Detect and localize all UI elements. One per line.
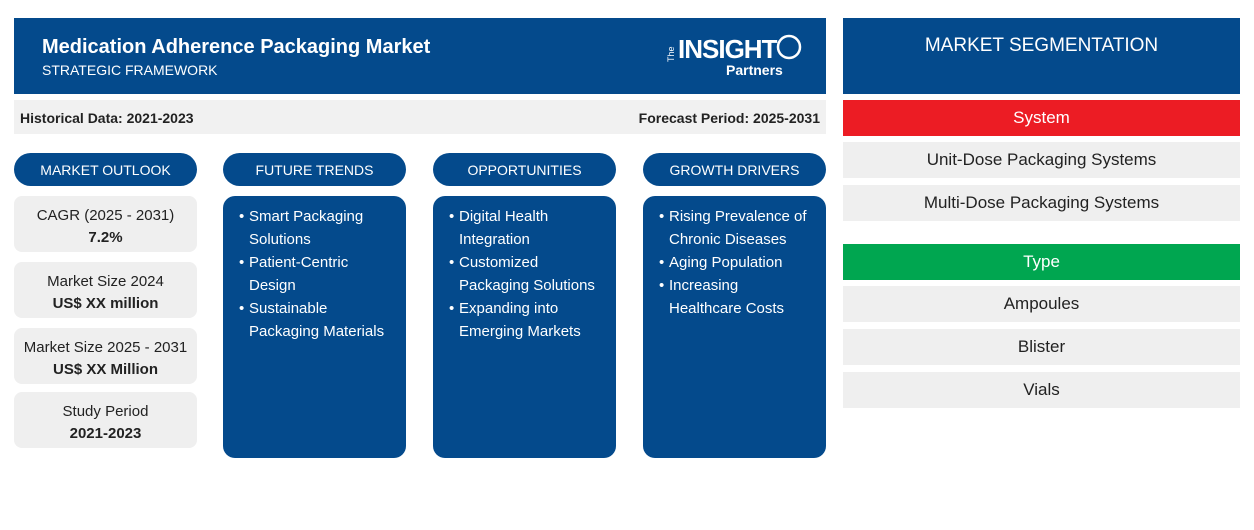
outlook-card: Market Size 2024 US$ XX million (14, 262, 197, 318)
item-line: Emerging Markets (459, 323, 581, 340)
item-line: Packaging Solutions (459, 277, 595, 294)
segment-item: Vials (843, 372, 1240, 408)
logo-prefix: The (666, 46, 676, 62)
outlook-card: Study Period 2021-2023 (14, 392, 197, 448)
card-value: 7.2% (88, 229, 123, 246)
item-line: Sustainable (249, 300, 328, 317)
list-item: Customized Packaging Solutions (449, 251, 608, 297)
segment-group: Type (843, 244, 1240, 280)
outlook-card: CAGR (2025 - 2031) 7.2% (14, 196, 197, 252)
segment-group: System (843, 100, 1240, 136)
item-line: Aging Population (669, 254, 783, 271)
card-label: Market Size 2025 - 2031 (23, 339, 188, 356)
historical: Historical Data: 2021-2023 (20, 110, 194, 126)
logo-brand: INSIGHT (678, 34, 777, 64)
logo-suffix: Partners (726, 62, 783, 78)
list-item: Digital Health Integration (449, 205, 608, 251)
list-item: Rising Prevalence of Chronic Diseases (659, 205, 818, 251)
card-label: Study Period (62, 403, 149, 420)
subtitle: STRATEGIC FRAMEWORK (42, 62, 218, 78)
item-line: Rising Prevalence of (669, 208, 807, 225)
item-line: Digital Health (459, 208, 549, 225)
segment-item: Blister (843, 329, 1240, 365)
list-item: Smart Packaging Solutions (239, 205, 398, 251)
list-item: Expanding into Emerging Markets (449, 297, 608, 343)
item-line: Solutions (249, 231, 311, 248)
segment-item: Unit-Dose Packaging Systems (843, 142, 1240, 178)
card-value: 2021-2023 (69, 425, 142, 442)
title: Medication Adherence Packaging Market (42, 36, 431, 58)
forecast: Forecast Period: 2025-2031 (638, 110, 820, 126)
column-list: Smart Packaging Solutions Patient-Centric D… (223, 196, 406, 458)
period-bar: Historical Data: 2021-2023 Forecast Peri… (14, 100, 826, 134)
column-list: Rising Prevalence of Chronic Diseases Agin… (643, 196, 826, 458)
list-item: Patient-Centric Design (239, 251, 398, 297)
card-value: US$ XX million (52, 295, 159, 312)
column-heading: FUTURE TRENDS (223, 153, 406, 186)
item-line: Smart Packaging (249, 208, 364, 225)
header: Medication Adherence Packaging Market ST… (14, 18, 826, 94)
item-line: Design (249, 277, 296, 294)
item-line: Expanding into (459, 300, 559, 317)
column-list: Digital Health Integration Customized Packa… (433, 196, 616, 458)
list-item: Sustainable Packaging Materials (239, 297, 398, 343)
column-heading: OPPORTUNITIES (433, 153, 616, 186)
item-line: Integration (459, 231, 530, 248)
item-line: Chronic Diseases (669, 231, 787, 248)
card-label: CAGR (2025 - 2031) (36, 207, 175, 224)
card-value: US$ XX Million (52, 361, 158, 378)
list-item: Aging Population (659, 251, 818, 274)
column-heading: GROWTH DRIVERS (643, 153, 826, 186)
item-line: Increasing (669, 277, 739, 294)
item-line: Patient-Centric (249, 254, 349, 271)
segmentation-title: MARKET SEGMENTATION (843, 18, 1240, 94)
item-line: Healthcare Costs (669, 300, 785, 317)
segment-item: Multi-Dose Packaging Systems (843, 185, 1240, 221)
list-item: Increasing Healthcare Costs (659, 274, 818, 320)
outlook-heading: MARKET OUTLOOK (14, 153, 197, 186)
card-label: Market Size 2024 (47, 273, 164, 290)
item-line: Customized (459, 254, 539, 271)
segment-item: Ampoules (843, 286, 1240, 322)
logo-icon (776, 34, 802, 60)
outlook-card: Market Size 2025 - 2031 US$ XX Million (14, 328, 197, 384)
item-line: Packaging Materials (249, 323, 385, 340)
